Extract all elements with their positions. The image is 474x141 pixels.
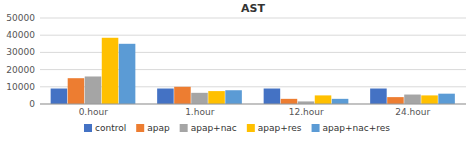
y-tick-label: 40000 [6,30,35,40]
y-tick-label: 20000 [6,65,35,75]
bar [119,44,136,104]
legend-swatch [84,124,92,132]
y-tick-label: 10000 [6,82,35,92]
bar [332,99,349,104]
legend-label: apap+nac+res [323,123,391,133]
legend-item: apap+nac [180,123,237,133]
bar [225,90,242,104]
legend-label: control [95,123,126,133]
bar [315,95,332,104]
legend-label: apap+nac [191,123,237,133]
legend-item: control [84,123,126,133]
x-tick-label: 1.hour [185,107,215,117]
legend-item: apap+nac+res [312,123,391,133]
bar [281,99,298,104]
grid [40,18,466,104]
legend-item: apap+res [247,123,302,133]
bar [438,94,455,104]
legend-label: apap [147,123,170,133]
bar [191,93,208,104]
bar [421,95,438,104]
bar [68,78,85,104]
x-tick-label: 24.hour [395,107,430,117]
x-axis-line [40,104,466,105]
x-tick-label: 12.hour [289,107,324,117]
grid-line [40,18,466,19]
bar [102,38,119,104]
legend-swatch [136,124,144,132]
grid-line [40,104,466,105]
legend-swatch [312,124,320,132]
bars [51,38,455,104]
y-tick-label: 50000 [6,13,35,23]
legend-swatch [180,124,188,132]
bar [404,95,421,104]
bar [264,89,281,104]
bar [85,76,102,104]
bar [157,89,174,104]
legend: control apap apap+nac apap+res apap+nac+res [84,123,390,133]
bar [174,87,191,104]
y-tick-label: 0 [29,99,35,109]
bar [387,97,404,104]
bar [51,89,68,104]
chart-container: AST 0 10000 20000 30000 40000 50000 0.hour 1.hou… [0,0,474,141]
y-tick-label: 30000 [6,47,35,57]
legend-swatch [247,124,255,132]
grid-line [40,35,466,36]
legend-label: apap+res [258,123,302,133]
chart: AST 0 10000 20000 30000 40000 50000 0.hour 1.hou… [0,0,474,141]
legend-item: apap [136,123,170,133]
title: AST [241,2,265,15]
x-tick-label: 0.hour [79,107,109,117]
bar [208,91,225,104]
bar [370,89,387,104]
